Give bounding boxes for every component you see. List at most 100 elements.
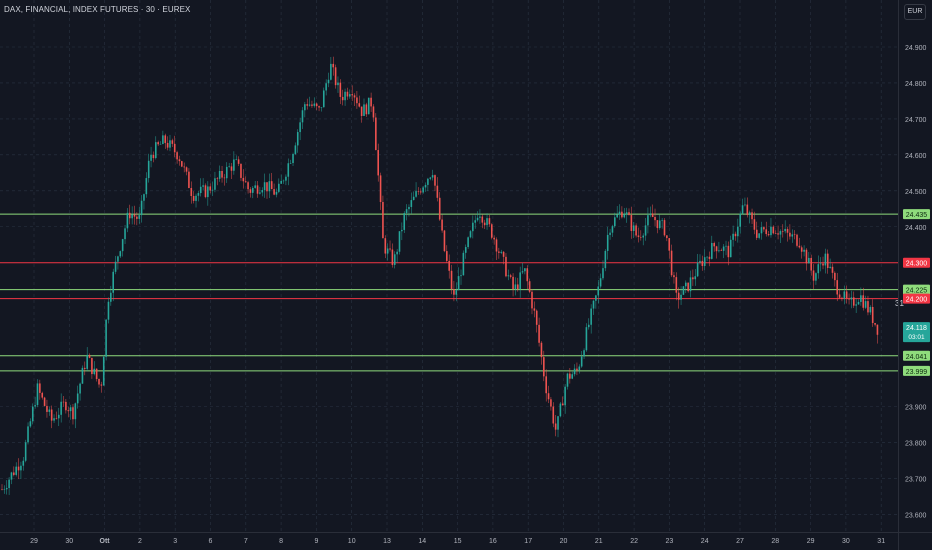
candle-body bbox=[270, 181, 273, 190]
candle-body bbox=[318, 106, 320, 108]
candle-body bbox=[1, 489, 3, 490]
candle-body bbox=[367, 97, 370, 115]
level-badge bbox=[903, 284, 930, 295]
candle-body bbox=[649, 213, 652, 216]
candle-body bbox=[495, 239, 498, 252]
candle-body bbox=[110, 292, 112, 302]
candle-body bbox=[294, 145, 297, 154]
candle-body bbox=[587, 324, 590, 328]
candle-body bbox=[661, 220, 663, 221]
candle-body bbox=[737, 226, 739, 237]
candle-body bbox=[871, 306, 874, 323]
x-tick-label: 13 bbox=[383, 538, 391, 545]
candle-body bbox=[602, 268, 604, 279]
candle-body bbox=[658, 220, 661, 229]
last-price-label: 24.118 bbox=[906, 325, 927, 332]
candle-body bbox=[755, 229, 758, 238]
candle-body bbox=[341, 96, 344, 101]
candle-body bbox=[370, 97, 372, 107]
candle-body bbox=[50, 409, 53, 421]
level-badge bbox=[903, 350, 930, 361]
level-badge bbox=[903, 365, 930, 376]
candle-body bbox=[98, 378, 100, 385]
x-tick-label: 10 bbox=[348, 538, 356, 545]
y-tick-label: 23.900 bbox=[905, 405, 927, 412]
candle-body bbox=[216, 178, 219, 179]
candle-body bbox=[327, 79, 330, 84]
candle-body bbox=[682, 286, 685, 295]
price-axis: 24.900 24.800 24.700 24.600 24.500 24.400 23.9… bbox=[905, 45, 927, 519]
candle-body bbox=[157, 142, 159, 145]
candle-body bbox=[573, 368, 576, 375]
candle-body bbox=[315, 103, 318, 107]
candle-body bbox=[259, 192, 261, 194]
candle-body bbox=[48, 409, 51, 412]
x-tick-label: 9 bbox=[314, 538, 318, 545]
candle-body bbox=[8, 479, 10, 489]
candle-body bbox=[417, 191, 420, 192]
candle-body bbox=[408, 206, 410, 210]
candle-body bbox=[580, 356, 583, 367]
candle-body bbox=[24, 442, 27, 461]
candle-body bbox=[623, 214, 626, 218]
candle-body bbox=[543, 357, 545, 377]
candle-body bbox=[240, 163, 242, 178]
candle-body bbox=[403, 213, 406, 230]
candle-body bbox=[779, 231, 782, 235]
candle-body bbox=[630, 214, 633, 231]
candle-body bbox=[566, 373, 569, 387]
candle-body bbox=[488, 218, 491, 225]
candle-body bbox=[443, 230, 446, 252]
candle-body bbox=[237, 159, 240, 164]
candle-body bbox=[559, 403, 562, 417]
candle-body bbox=[760, 227, 763, 234]
y-tick-label: 24.700 bbox=[905, 117, 927, 124]
candle-body bbox=[84, 367, 86, 369]
candle-body bbox=[621, 211, 623, 218]
candle-body bbox=[79, 383, 81, 394]
candle-body bbox=[346, 91, 349, 97]
candle-body bbox=[249, 189, 252, 193]
candle-body bbox=[476, 217, 479, 221]
candle-body bbox=[360, 106, 363, 116]
candle-body bbox=[521, 271, 524, 273]
candle-body bbox=[60, 401, 62, 415]
candle-body bbox=[772, 226, 775, 234]
candle-body bbox=[526, 268, 529, 282]
candlestick-series bbox=[1, 56, 879, 496]
candle-body bbox=[585, 327, 588, 351]
candle-body bbox=[43, 397, 46, 406]
candle-body bbox=[126, 212, 129, 229]
candle-body bbox=[382, 201, 384, 239]
candle-body bbox=[524, 268, 526, 272]
candle-body bbox=[353, 95, 356, 98]
x-tick-label: 23 bbox=[666, 538, 674, 545]
candle-body bbox=[699, 260, 701, 263]
candle-body bbox=[13, 472, 15, 475]
y-tick-label: 23.700 bbox=[905, 476, 927, 483]
candle-body bbox=[273, 189, 275, 195]
candle-body bbox=[767, 234, 770, 236]
currency-button[interactable]: EUR bbox=[904, 4, 926, 20]
candle-body bbox=[393, 254, 396, 265]
candle-body bbox=[599, 278, 602, 287]
candle-body bbox=[777, 233, 779, 235]
x-tick-label: 21 bbox=[595, 538, 603, 545]
candle-body bbox=[462, 252, 465, 276]
candle-body bbox=[150, 154, 152, 161]
x-tick-label: 6 bbox=[209, 538, 213, 545]
candle-body bbox=[486, 218, 488, 226]
candle-body bbox=[815, 273, 817, 281]
x-tick-label: 20 bbox=[560, 538, 568, 545]
candle-body bbox=[204, 185, 207, 198]
x-tick-label: 15 bbox=[454, 538, 462, 545]
candle-body bbox=[569, 373, 571, 379]
candle-body bbox=[519, 272, 521, 290]
level-badge bbox=[903, 293, 930, 304]
candle-body bbox=[533, 308, 536, 311]
candle-body bbox=[845, 291, 848, 299]
candle-body bbox=[675, 277, 678, 293]
candle-body bbox=[256, 185, 259, 194]
candle-body bbox=[112, 271, 115, 293]
